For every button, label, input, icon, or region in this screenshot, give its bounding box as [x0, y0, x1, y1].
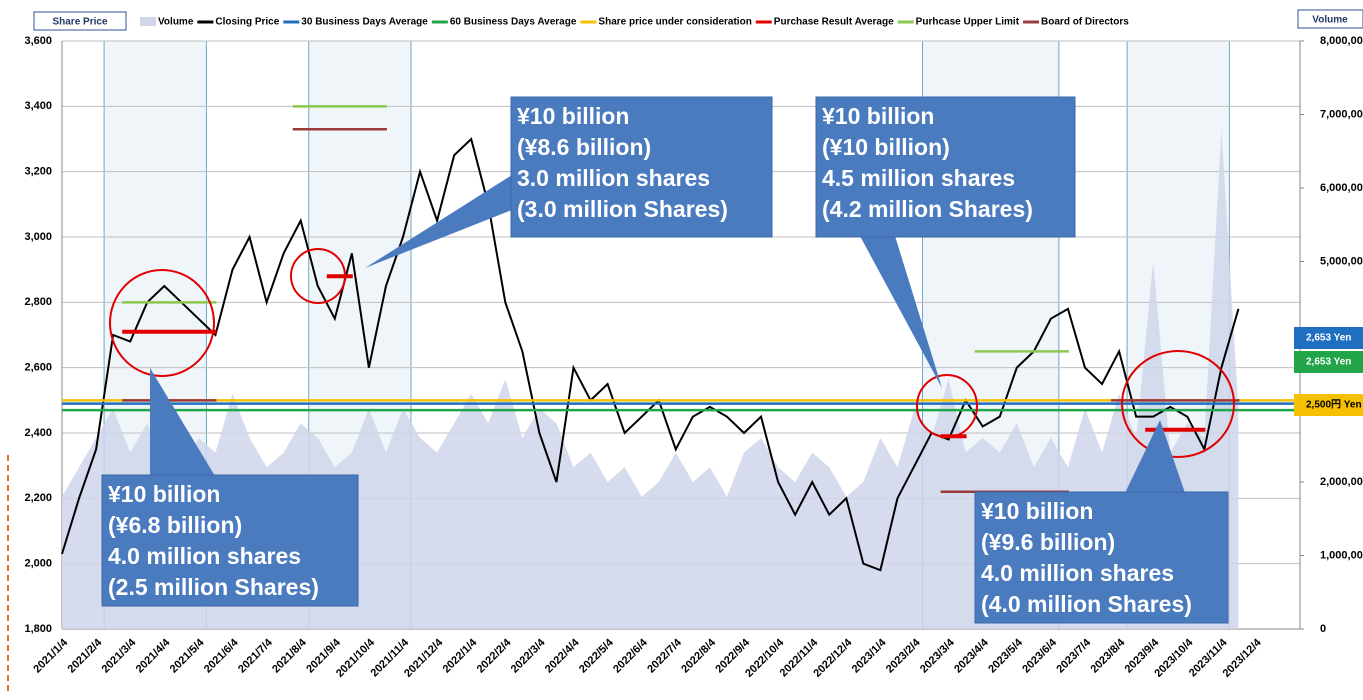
callout-text: (4.0 million Shares): [981, 591, 1192, 617]
callout-text: (¥6.8 billion): [108, 512, 242, 538]
callout-text: 4.0 million shares: [981, 560, 1174, 586]
legend-label: Board of Directors: [1041, 17, 1129, 28]
y-tick-label: 3,000: [24, 231, 52, 243]
x-tick-label: 2021/7/4: [236, 636, 275, 675]
y-tick-label: 2,200: [24, 492, 52, 504]
callout-text: ¥10 billion: [981, 498, 1093, 524]
y-tick-label: 2,000: [24, 558, 52, 570]
y2-tick-label: 8,000,000: [1320, 35, 1363, 47]
x-tick-label: 2023/3/4: [918, 636, 957, 675]
y2-tick-label: 1,000,000: [1320, 549, 1363, 561]
x-tick-label: 2023/7/4: [1054, 636, 1093, 675]
price-tag: [1294, 327, 1363, 349]
legend-label: Purchase Result Average: [774, 17, 894, 28]
legend-label: Purhcase Upper Limit: [916, 17, 1020, 28]
y2-tick-label: 0: [1320, 623, 1326, 635]
y-tick-label: 2,400: [24, 427, 52, 439]
x-tick-label: 2022/5/4: [577, 636, 616, 675]
callout-pointer: [860, 236, 942, 388]
y2-tick-label: 7,000,000: [1320, 108, 1363, 120]
x-tick-label: 2023/2/4: [884, 636, 923, 675]
circle: [1121, 350, 1235, 458]
x-tick-label: 2023/1/4: [850, 636, 889, 675]
callout-text: ¥10 billion: [517, 103, 629, 129]
axis-box: [1297, 9, 1363, 29]
legend-label: 60 Business Days Average: [450, 17, 577, 28]
legend-label: Closing Price: [215, 17, 279, 28]
callout-box: [101, 474, 359, 607]
axis-box-label: Volume: [1312, 15, 1348, 26]
x-tick-label: 2022/8/4: [679, 636, 718, 675]
callout-text: (4.2 million Shares): [822, 196, 1033, 222]
x-tick-label: 2021/4/4: [134, 636, 173, 675]
y-tick-label: 2,800: [24, 296, 52, 308]
overlay: ¥10 billion (¥6.8 billion) 4.0 million sha…: [101, 96, 1235, 624]
callout-pointer: [365, 175, 512, 268]
x-tick-label: 2023/8/4: [1089, 636, 1128, 675]
circle: [916, 374, 978, 438]
x-tick-label: 2022/6/4: [611, 636, 650, 675]
x-tick-label: 2022/3/4: [509, 636, 548, 675]
x-tick-label: 2022/2/4: [475, 636, 514, 675]
legend-swatch: [140, 17, 156, 26]
x-tick-label: 2023/5/4: [986, 636, 1025, 675]
x-tick-label: 2023/4/4: [952, 636, 991, 675]
closing-price-line: [61, 137, 1240, 572]
callout-text: (¥10 billion): [822, 134, 950, 160]
y2-tick-label: 5,000,000: [1320, 255, 1363, 267]
x-tick-label: 2022/1/4: [441, 636, 480, 675]
y-tick-label: 2,600: [24, 362, 52, 374]
y-tick-label: 3,400: [24, 100, 52, 112]
legend-label: Share price under consideration: [598, 17, 751, 28]
legend-label: Volume: [158, 17, 194, 28]
x-tick-label: 2021/2/4: [66, 636, 105, 675]
price-tag-label: 2,500円 Yen: [1306, 399, 1362, 411]
y2-tick-label: 6,000,000: [1320, 182, 1363, 194]
x-tick-label: 2022/12/4: [811, 636, 855, 680]
callout-text: (3.0 million Shares): [517, 196, 728, 222]
x-tick-label: 2023/6/4: [1020, 636, 1059, 675]
callout-text: 3.0 million shares: [517, 165, 710, 191]
callout-pointer: [1125, 420, 1185, 493]
callout-box: [815, 96, 1076, 238]
callout-text: ¥10 billion: [108, 481, 220, 507]
callout-pointer: [150, 368, 215, 476]
callout-box: [974, 491, 1229, 624]
circle: [109, 269, 215, 377]
callout-text: ¥10 billion: [822, 103, 934, 129]
y-tick-label: 3,200: [24, 166, 52, 178]
x-tick-label: 2021/6/4: [202, 636, 241, 675]
x-tick-label: 2021/8/4: [270, 636, 309, 675]
price-tag-label: 2,653 Yen: [1306, 357, 1351, 368]
callout-text: (¥8.6 billion): [517, 134, 651, 160]
callout-text: 4.5 million shares: [822, 165, 1015, 191]
callout-box: [510, 96, 773, 238]
x-tick-label: 2021/1/4: [31, 636, 70, 675]
y-tick-label: 3,600: [24, 35, 52, 47]
x-tick-label: 2021/12/4: [402, 636, 446, 680]
price-tag: [1294, 351, 1363, 373]
y-tick-label: 1,800: [24, 623, 52, 635]
axis-box: [33, 11, 127, 31]
circle: [290, 248, 346, 304]
legend-label: 30 Business Days Average: [301, 17, 428, 28]
x-tick-label: 2021/3/4: [100, 636, 139, 675]
callout-text: (¥9.6 billion): [981, 529, 1115, 555]
x-tick-label: 2021/5/4: [168, 636, 207, 675]
callout-text: (2.5 million Shares): [108, 574, 319, 600]
x-tick-label: 2022/4/4: [543, 636, 582, 675]
x-tick-label: 2023/12/4: [1221, 636, 1265, 680]
y2-tick-label: 2,000,000: [1320, 476, 1363, 488]
price-tag-label: 2,653 Yen: [1306, 333, 1351, 344]
axis-box-label: Share Price: [52, 17, 107, 28]
callout-text: 4.0 million shares: [108, 543, 301, 569]
x-tick-label: 2022/7/4: [645, 636, 684, 675]
price-tag: [1294, 394, 1363, 416]
